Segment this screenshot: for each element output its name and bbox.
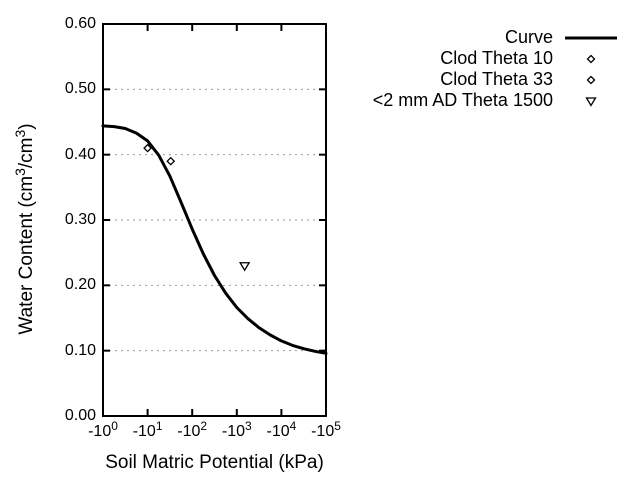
diamond-glyph — [586, 54, 596, 63]
legend-label-clod-theta-10: Clod Theta 10 — [440, 48, 553, 68]
y-tick-label: 0.60 — [64, 15, 96, 32]
x-tick-exponent: 0 — [111, 419, 118, 433]
x-tick-base: -10 — [132, 423, 156, 440]
triangle-down-glyph-path — [585, 96, 597, 107]
y-axis-title-text: Water Content (cm — [16, 175, 37, 335]
x-axis-title: Soil Matric Potential (kPa) — [105, 452, 324, 473]
x-tick-exponent: 3 — [245, 419, 252, 433]
x-tick-base: -10 — [88, 423, 112, 440]
data-point-clod-theta-10 — [143, 143, 153, 153]
y-tick-label: 0.00 — [64, 407, 96, 424]
x-tick-exponent: 4 — [289, 419, 297, 433]
y-tick-label: 0.30 — [64, 211, 96, 228]
diamond-marker-icon — [565, 53, 617, 65]
diamond-glyph — [586, 75, 596, 84]
triangle-down-marker-icon — [565, 95, 617, 107]
x-tick-label: -105 — [294, 419, 358, 441]
y-tick-label: 0.20 — [64, 276, 96, 294]
legend-row-clod-theta-33: Clod Theta 33 — [348, 69, 617, 90]
x-tick-label: -101 — [116, 419, 180, 441]
line-glyph — [565, 36, 617, 39]
x-tick-exponent: 5 — [334, 419, 341, 433]
legend: Curve Clod Theta 10 Clod Theta 33 <2 mm … — [348, 27, 617, 111]
y-tick-label: 0.50 — [64, 80, 96, 98]
legend-row-ad-theta-1500: <2 mm AD Theta 1500 — [348, 90, 617, 111]
triangle-down-glyph — [585, 96, 597, 107]
diamond-glyph-path — [586, 75, 596, 84]
x-tick-label: -104 — [249, 419, 313, 441]
x-tick-label: -103 — [205, 419, 269, 441]
diamond-marker-icon — [565, 74, 617, 86]
x-tick-base: -10 — [311, 423, 335, 440]
legend-label-curve: Curve — [504, 27, 553, 47]
legend-label-clod-theta-33: Clod Theta 33 — [440, 69, 553, 89]
diamond-glyph-path — [586, 54, 596, 63]
y-axis-title-text: /cm — [16, 137, 37, 169]
legend-label-ad-theta-1500: <2 mm AD Theta 1500 — [372, 90, 553, 110]
y-axis-title: Water Content (cm3/cm3) — [12, 123, 38, 335]
superscript-3: 3 — [12, 129, 28, 138]
x-tick-base: -10 — [221, 423, 246, 440]
y-tick-label: 0.10 — [64, 341, 96, 359]
curve-line-sample — [565, 32, 617, 44]
data-point-clod-theta-33 — [166, 156, 176, 166]
x-tick-label: -102 — [160, 419, 224, 441]
data-point--2-mm-ad-theta-1500 — [239, 262, 251, 272]
legend-row-curve: Curve — [348, 27, 617, 48]
retention-curve — [101, 124, 328, 355]
superscript-3: 3 — [12, 168, 28, 176]
y-tick-label: 0.40 — [64, 145, 96, 163]
plot-border — [102, 23, 327, 417]
x-tick-base: -10 — [177, 423, 201, 440]
x-tick-exponent: 1 — [155, 419, 163, 433]
x-tick-exponent: 2 — [200, 419, 208, 433]
legend-row-clod-theta-10: Clod Theta 10 — [348, 48, 617, 69]
x-tick-label: -100 — [71, 419, 135, 441]
x-tick-base: -10 — [266, 423, 290, 440]
